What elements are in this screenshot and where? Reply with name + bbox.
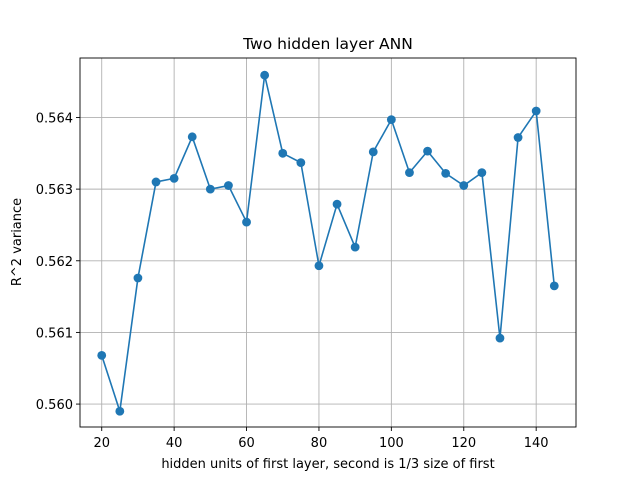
data-point xyxy=(423,146,432,156)
x-axis-label: hidden units of first layer, second is 1… xyxy=(161,457,494,472)
x-tick-label: 20 xyxy=(93,436,110,451)
data-point xyxy=(332,199,342,209)
x-tick-label: 80 xyxy=(311,436,328,451)
data-point xyxy=(115,406,125,416)
x-tick-label: 120 xyxy=(451,436,476,451)
y-tick-label: 0.564 xyxy=(36,111,73,126)
data-point xyxy=(459,181,469,190)
data-point xyxy=(97,350,107,360)
data-point xyxy=(260,70,270,80)
y-axis-label: R^2 variance xyxy=(10,198,25,286)
data-point xyxy=(187,132,197,142)
y-tick-label: 0.560 xyxy=(36,398,73,413)
data-point xyxy=(495,333,505,343)
y-tick-label: 0.562 xyxy=(36,255,73,270)
data-point xyxy=(531,106,541,116)
data-point xyxy=(242,217,251,227)
data-point xyxy=(386,115,396,125)
data-point xyxy=(441,168,451,178)
ticks: 20 40 60 80 100 120 140 0.560 0.561 0.562 0.563 0.5… xyxy=(36,111,549,451)
data-point xyxy=(296,158,306,168)
series-layer xyxy=(97,70,559,416)
data-point xyxy=(314,261,324,271)
data-point xyxy=(350,242,360,252)
data-point xyxy=(549,281,559,291)
x-tick-label: 40 xyxy=(166,436,183,451)
data-point xyxy=(405,168,414,178)
plot-frame xyxy=(79,57,577,428)
data-point xyxy=(278,148,288,158)
x-tick-label: 140 xyxy=(524,436,549,451)
data-point xyxy=(169,173,179,183)
y-tick-label: 0.561 xyxy=(36,326,73,341)
data-point xyxy=(133,273,143,283)
data-point xyxy=(513,133,523,142)
grid xyxy=(80,58,576,427)
data-point xyxy=(368,147,378,157)
data-point xyxy=(151,177,161,187)
data-point xyxy=(477,168,487,178)
x-tick-label: 100 xyxy=(379,436,404,451)
data-point xyxy=(205,184,215,194)
x-tick-label: 60 xyxy=(238,436,255,451)
data-point xyxy=(224,181,233,190)
chart-title: Two hidden layer ANN xyxy=(242,35,413,53)
y-tick-label: 0.563 xyxy=(36,183,73,198)
